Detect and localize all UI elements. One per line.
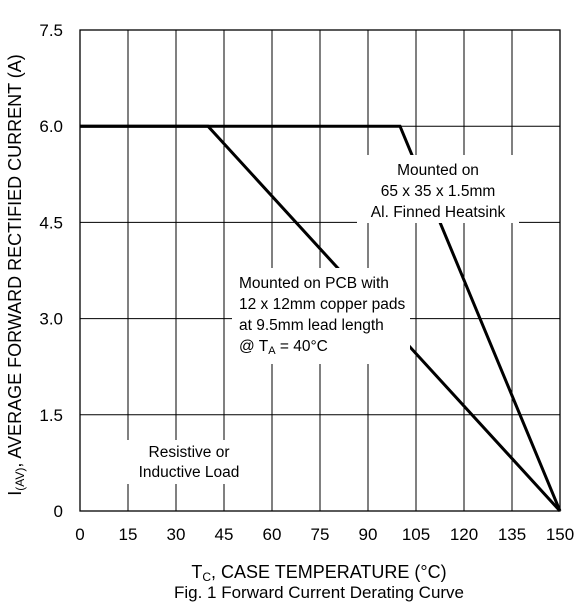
pcb-label-line: Mounted on PCB with — [239, 275, 389, 292]
load-label-line: Resistive or — [149, 444, 230, 461]
plot-frame — [79, 29, 561, 512]
x-tick-label: 60 — [263, 525, 282, 544]
x-tick-label: 30 — [167, 525, 186, 544]
y-tick-label: 0 — [54, 502, 63, 521]
heatsink-label-bg — [357, 155, 519, 223]
load-label-bg — [122, 440, 260, 484]
x-tick-label: 120 — [450, 525, 478, 544]
y-tick-label: 3.0 — [39, 310, 63, 329]
y-tick-labels: 0 1.5 3.0 4.5 6.0 7.5 — [39, 21, 63, 521]
pcb-label-line: @ TA = 40°C — [239, 338, 328, 357]
pcb-label-bg — [232, 268, 410, 364]
x-tick-label: 0 — [75, 525, 84, 544]
x-tick-label: 135 — [498, 525, 526, 544]
y-tick-label: 4.5 — [39, 213, 63, 232]
x-tick-label: 75 — [311, 525, 330, 544]
pcb-label-line: 12 x 12mm copper pads — [239, 296, 406, 313]
x-tick-labels: 0 15 30 45 60 75 90 105 120 135 150 — [75, 525, 574, 544]
load-label-line: Inductive Load — [139, 464, 240, 481]
pcb-label-line: at 9.5mm lead length — [239, 317, 384, 334]
figure-caption: Fig. 1 Forward Current Derating Curve — [174, 583, 464, 602]
y-axis-label: I(AV), AVERAGE FORWARD RECTIFIED CURRENT… — [5, 54, 27, 496]
x-tick-label: 45 — [215, 525, 234, 544]
x-tick-label: 150 — [546, 525, 574, 544]
x-axis-label: TC, CASE TEMPERATURE (°C) — [191, 562, 446, 584]
y-tick-label: 6.0 — [39, 117, 63, 136]
annotations: Mounted on 65 x 35 x 1.5mm Al. Finned Heat… — [122, 155, 519, 484]
heatsink-label-line: 65 x 35 x 1.5mm — [381, 183, 496, 200]
x-tick-label: 15 — [119, 525, 138, 544]
heatsink-label-line: Al. Finned Heatsink — [371, 204, 506, 221]
series-lines — [80, 124, 562, 513]
x-tick-label: 105 — [402, 525, 430, 544]
y-tick-label: 7.5 — [39, 21, 63, 40]
y-tick-label: 1.5 — [39, 406, 63, 425]
series-line-2 — [80, 124, 562, 512]
heatsink-label-line: Mounted on — [397, 162, 479, 179]
x-tick-label: 90 — [359, 525, 378, 544]
